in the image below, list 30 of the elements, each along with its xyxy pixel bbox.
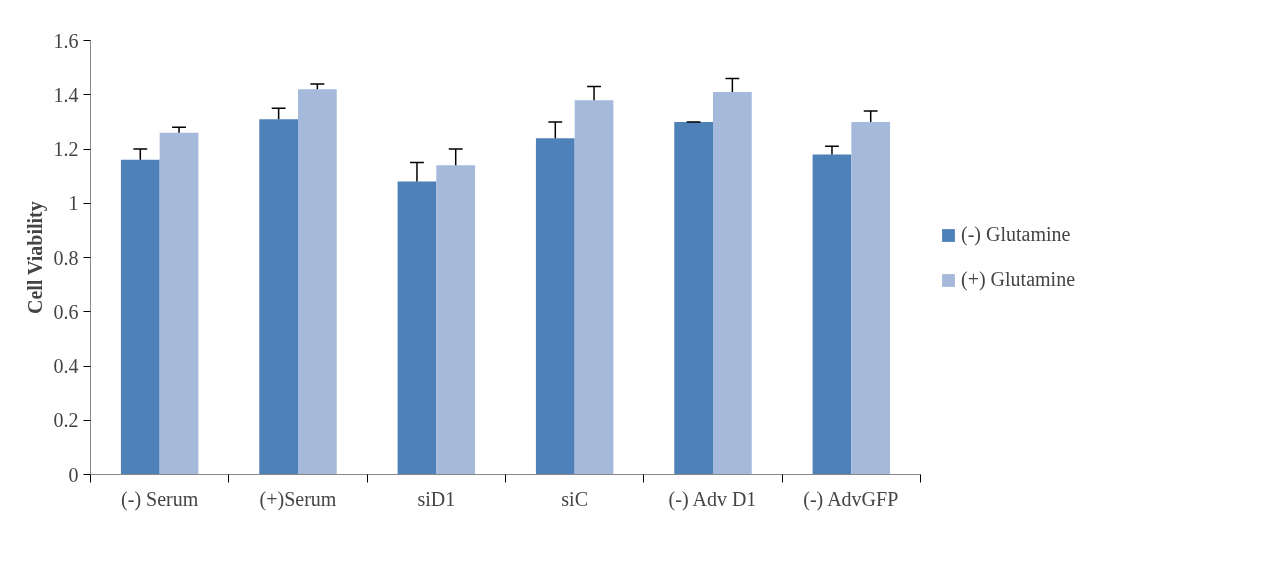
y-tick-label: 0.6 [53, 300, 79, 323]
y-axis-title: Cell Viability [23, 201, 47, 315]
bar [298, 89, 337, 475]
bar [259, 119, 298, 475]
x-tick-label: (-) AdvGFP [803, 487, 899, 511]
bar [812, 154, 852, 475]
y-tick-label: 0 [68, 463, 79, 486]
y-tick-label: 1.4 [53, 83, 79, 106]
x-tick-label: (-) Adv D1 [668, 487, 757, 511]
bar [535, 138, 575, 475]
x-tick-label: (+)Serum [259, 487, 337, 511]
bar [851, 121, 891, 475]
legend-label: (-) Glutamine [961, 223, 1071, 246]
y-tick-label: 0.4 [53, 355, 79, 377]
bar [713, 92, 752, 475]
bar [159, 132, 199, 475]
y-tick-label: 0.2 [53, 409, 79, 432]
x-tick-label: siD1 [417, 487, 456, 510]
bar [674, 121, 713, 475]
y-tick-label: 1.6 [53, 29, 79, 52]
bar [397, 181, 437, 475]
y-tick-label: 1.2 [53, 138, 79, 160]
bar [120, 159, 160, 475]
legend-label: (+) Glutamine [961, 268, 1076, 291]
y-tick-label: 0.8 [53, 246, 79, 269]
y-tick-label: 1 [68, 192, 79, 215]
bar [436, 165, 476, 475]
x-tick-label: (-) Serum [121, 487, 199, 511]
x-tick-label: siC [561, 487, 589, 510]
bar [574, 100, 614, 475]
